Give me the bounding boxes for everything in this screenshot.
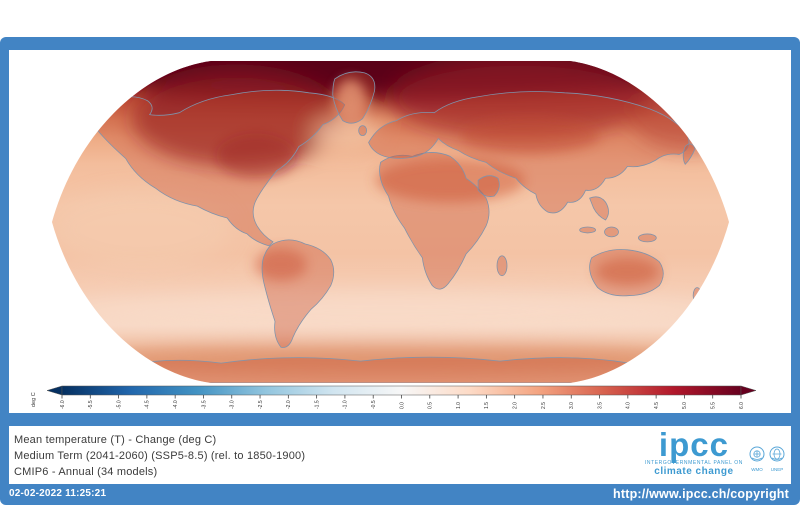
amazon-patch [255, 248, 307, 281]
colorbar-tick-label: 5.5 [711, 402, 717, 409]
caption-line-scenario: Medium Term (2041-2060) (SSP5-8.5) (rel.… [14, 450, 306, 462]
colorbar-tick-label: 2.5 [541, 402, 547, 409]
colorbar-tick-label: -5.5 [88, 400, 94, 409]
ipcc-subtitle: INTERGOVERNMENTAL PANEL ON [644, 460, 743, 466]
colorbar-tick-label: 4.0 [626, 402, 632, 409]
colorbar-tick-label: 1.0 [456, 402, 462, 409]
status-bar: 02-02-2022 11:25:21 http://www.ipcc.ch/c… [9, 484, 791, 505]
large-anomaly-patches [52, 61, 729, 372]
right-border [791, 37, 800, 505]
eurasia [368, 91, 690, 214]
borneo [604, 226, 619, 238]
colorbar-under-arrow [46, 385, 63, 396]
colorbar-unit-label: deg C [31, 392, 37, 407]
export-timestamp: 02-02-2022 11:25:21 [9, 488, 107, 499]
colorbar-tick-label: -5.0 [116, 400, 122, 409]
colorbar-tick-label: -4.0 [173, 400, 179, 409]
colorbar-tick-label: -3.0 [230, 400, 236, 409]
colorbar-tick-label: 0.5 [428, 402, 434, 409]
world-map [52, 61, 729, 383]
figure-panel: deg C -6.0 -5.5 -5.0 -4.5 -4.0 -3.5 -3.0 -2.5 -2… [0, 37, 800, 505]
left-border [0, 37, 9, 505]
colorbar-tick-label: 6.0 [739, 402, 745, 409]
antarctic-coast-band [91, 343, 690, 372]
north-america [85, 89, 346, 247]
colorbar-tick-label: 5.0 [682, 402, 688, 409]
separator-bar [9, 413, 791, 426]
unep-label: UNEP [770, 467, 784, 472]
colorbar-tick-label: -1.0 [343, 400, 349, 409]
madagascar [496, 255, 508, 277]
colorbar-tick-label: -3.5 [201, 400, 207, 409]
caption-area: Mean temperature (T) - Change (deg C) Me… [9, 426, 791, 484]
colorbar-gradient [61, 385, 742, 396]
regional-anomaly-patches [216, 78, 660, 286]
sahara-patch [375, 158, 525, 203]
greenland-center-patch [334, 78, 367, 123]
colorbar-over-arrow [740, 385, 757, 396]
ipcc-wordmark: ipcc [658, 426, 729, 463]
colorbar-tick-label: 3.5 [597, 402, 603, 409]
barents-siberia-patch [390, 61, 650, 139]
indochina [589, 196, 609, 221]
wmo-label: WMO [751, 467, 763, 472]
australia-patch [595, 257, 660, 286]
new-zealand [692, 287, 702, 304]
colorbar-tick-label: -2.0 [286, 400, 292, 409]
britain [358, 125, 368, 136]
colorbar: deg C -6.0 -5.5 -5.0 -4.5 -4.0 -3.5 -3.0 -2.5 -2… [31, 385, 757, 409]
sumatra [579, 226, 596, 234]
south-america [261, 239, 335, 348]
caption-line-variable: Mean temperature (T) - Change (deg C) [14, 434, 217, 446]
africa [379, 152, 490, 290]
new-guinea [638, 233, 657, 243]
japan [682, 143, 696, 165]
top-border [9, 37, 791, 50]
southern-ocean-band [61, 291, 720, 332]
colorbar-tick-label: 2.0 [512, 402, 518, 409]
unep-emblem: UNEP [769, 446, 785, 472]
central-asia-patch [460, 117, 600, 154]
colorbar-tick-label: 1.5 [484, 402, 490, 409]
caption-line-dataset: CMIP6 - Annual (34 models) [14, 466, 158, 478]
colorbar-tick-label: -4.5 [145, 400, 151, 409]
colorbar-tick-label: -6.0 [60, 400, 66, 409]
west-canada-patch [216, 133, 296, 178]
australia [589, 249, 664, 297]
canada-hudson-patch [131, 70, 341, 167]
east-pacific-patch [52, 190, 232, 270]
colorbar-ticks: -6.0 -5.5 -5.0 -4.5 -4.0 -3.5 -3.0 -2.5 -2.0 -1.5… [60, 395, 745, 409]
copyright-url[interactable]: http://www.ipcc.ch/copyright [613, 486, 789, 501]
ipcc-logo: ipcc INTERGOVERNMENTAL PANEL ON climate … [644, 426, 785, 484]
colorbar-tick-label: -0.5 [371, 400, 377, 409]
unep-icon [769, 446, 785, 462]
colorbar-tick-label: 0.0 [399, 402, 405, 409]
continents [85, 71, 702, 383]
colorbar-tick-label: 4.5 [654, 402, 660, 409]
north-atlantic-warming-hole [311, 115, 380, 150]
colorbar-tick-label: -2.5 [258, 400, 264, 409]
wmo-emblem: WMO [749, 446, 765, 472]
arabia [477, 175, 500, 197]
colorbar-tick-label: 3.0 [569, 402, 575, 409]
map-area: deg C -6.0 -5.5 -5.0 -4.5 -4.0 -3.5 -3.0 -2.5 -2… [9, 50, 791, 413]
greenland [332, 71, 376, 124]
wmo-icon [749, 446, 765, 462]
colorbar-tick-label: -1.5 [314, 400, 320, 409]
ipcc-climate-change: climate change [654, 466, 734, 477]
